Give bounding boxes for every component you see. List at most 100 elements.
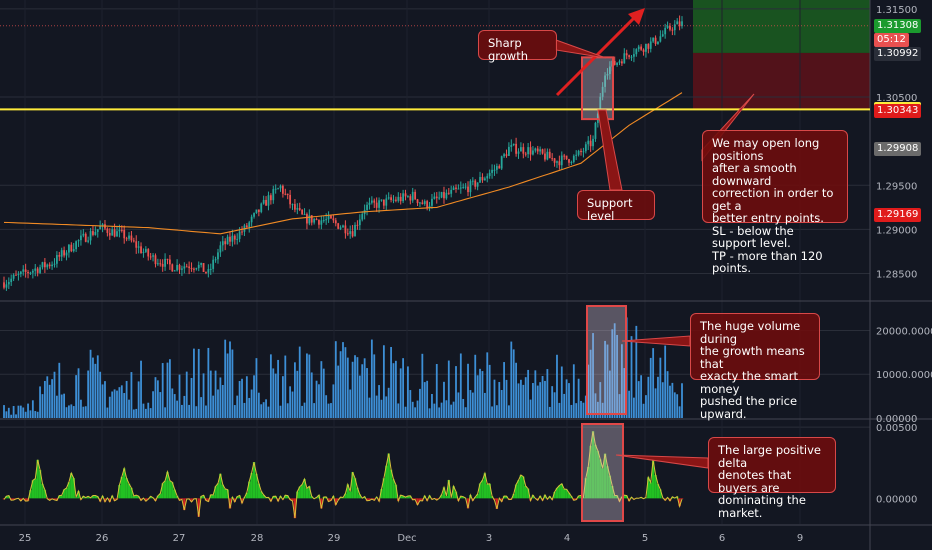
volume-bar: [572, 364, 575, 418]
candle-body: [390, 197, 392, 200]
volume-bar: [368, 397, 371, 418]
delta-area: [305, 488, 309, 499]
candle-body: [226, 236, 229, 245]
delta-area: [524, 485, 527, 499]
volume-bar: [563, 393, 566, 418]
candle-body: [84, 233, 87, 242]
delta-area: [34, 478, 37, 499]
candle-body: [330, 215, 332, 219]
volume-bar: [200, 397, 203, 418]
delta-area: [36, 459, 39, 499]
time-tick-label: 3: [486, 533, 492, 544]
volume-bar: [291, 391, 294, 418]
candle-body: [532, 150, 534, 155]
delta-area: [392, 479, 395, 499]
volume-bar: [3, 405, 5, 418]
candle-body: [337, 223, 340, 229]
candle-body: [70, 244, 73, 252]
volume-bar: [476, 375, 479, 418]
volume-bar: [168, 359, 171, 418]
candle-body: [178, 265, 181, 270]
volume-bar: [394, 360, 397, 418]
volume-bar: [339, 351, 342, 418]
candle-body: [241, 231, 243, 233]
volume-bar: [10, 414, 13, 418]
volume-bar: [373, 354, 376, 418]
candle-body: [589, 140, 592, 147]
volume-bar: [666, 371, 669, 418]
volume-bar: [645, 395, 647, 418]
volume-bar: [361, 364, 364, 418]
candle-body: [202, 263, 205, 272]
candle-body: [31, 270, 34, 273]
candle-body: [368, 202, 371, 205]
candle-body: [517, 151, 520, 154]
volume-bar: [154, 377, 157, 418]
volume-bar: [664, 345, 667, 418]
candle-body: [375, 202, 378, 208]
annotation-volume: The huge volume during the growth means …: [690, 313, 820, 420]
annotation-delta: The large positive delta denotes that bu…: [708, 437, 836, 519]
volume-bar: [332, 384, 335, 418]
candle-body: [560, 155, 563, 166]
volume-highlight-box: [586, 305, 627, 415]
candle-body: [594, 122, 597, 139]
volume-bar: [620, 344, 623, 418]
candle-body: [495, 166, 498, 170]
delta-area: [38, 470, 42, 499]
volume-bar: [529, 399, 532, 418]
time-tick-label: 27: [173, 533, 186, 544]
candle-body: [431, 198, 433, 206]
volume-bar: [140, 360, 142, 418]
candle-body: [156, 263, 159, 265]
candle-body: [491, 169, 493, 173]
volume-bar: [587, 364, 590, 418]
volume-bar: [599, 382, 602, 418]
volume-bar: [202, 373, 205, 418]
volume-bar: [70, 404, 73, 418]
volume-bar: [171, 388, 174, 418]
time-tick-label: 6: [719, 533, 725, 544]
volume-bar: [520, 379, 522, 418]
volume-bar: [226, 353, 229, 418]
candle-body: [53, 263, 56, 265]
volume-bar: [250, 389, 253, 418]
volume-bar: [671, 382, 674, 418]
volume-bar: [592, 333, 594, 418]
delta-area: [120, 476, 124, 499]
volume-bar: [613, 323, 616, 418]
candle-body: [274, 188, 277, 190]
volume-bar: [560, 366, 563, 418]
candle-body: [678, 21, 681, 27]
price-tag: 1.29169: [874, 207, 922, 222]
volume-bar: [286, 403, 289, 418]
volume-bar: [524, 377, 527, 418]
candle-body: [625, 53, 628, 56]
volume-bar: [344, 347, 347, 418]
delta-area: [522, 476, 525, 499]
candle-body: [676, 21, 679, 25]
volume-bar: [392, 363, 395, 418]
moving-average-line: [3, 92, 683, 235]
volume-bar: [457, 392, 460, 418]
volume-bar: [144, 408, 147, 418]
volume-bar: [464, 407, 467, 418]
volume-bar: [402, 358, 405, 418]
volume-bar: [459, 353, 462, 418]
volume-bar: [27, 403, 29, 418]
candle-body: [217, 252, 219, 260]
candle-body: [164, 258, 166, 267]
volume-tick-label: 20000.00000: [876, 326, 932, 337]
volume-bar: [195, 406, 198, 418]
candle-body: [262, 199, 265, 204]
price-tag: 1.29908: [874, 142, 922, 157]
candle-body: [140, 246, 142, 253]
volume-bar: [630, 336, 633, 418]
candle-body: [265, 199, 267, 206]
delta-area: [596, 450, 600, 499]
candle-body: [568, 159, 570, 163]
volume-bar: [659, 357, 662, 418]
volume-bar: [22, 407, 25, 418]
delta-area: [418, 498, 422, 501]
